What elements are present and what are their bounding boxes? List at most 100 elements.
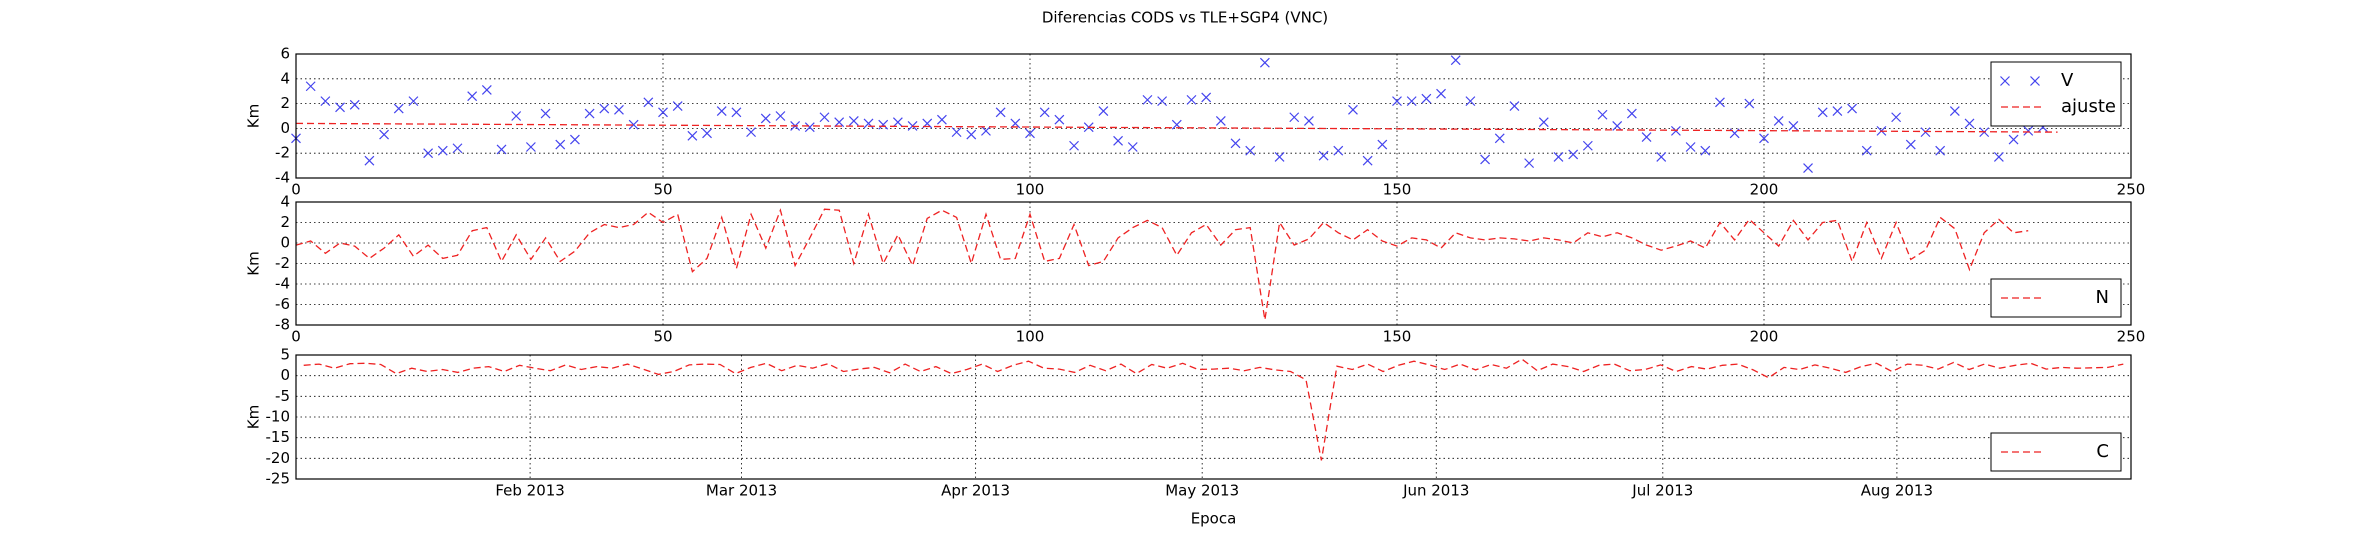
- data-point: [1098, 106, 1109, 116]
- data-point: [1201, 92, 1212, 103]
- y-tick-label: 6: [280, 45, 290, 63]
- x-tick-label: May 2013: [1165, 482, 1239, 500]
- data-point: [746, 127, 757, 138]
- x-tick-label: 0: [291, 328, 301, 346]
- y-tick-label: -15: [266, 428, 291, 446]
- y-tick-label: 5: [280, 346, 290, 364]
- data-point: [1245, 145, 1256, 156]
- y-tick-label: 2: [280, 94, 290, 112]
- data-point: [1568, 149, 1579, 160]
- data-point: [892, 117, 903, 128]
- y-axis-label: Km: [245, 251, 263, 275]
- data-point: [1025, 128, 1035, 139]
- data-point: [951, 127, 962, 138]
- axes-frame: [295, 201, 2132, 326]
- y-tick-label: -8: [275, 316, 290, 334]
- data-point: [423, 148, 434, 159]
- y-tick-label: -25: [266, 470, 291, 488]
- x-tick-label: 200: [1750, 181, 1779, 199]
- data-point: [1656, 151, 1667, 162]
- data-point: [1744, 98, 1755, 109]
- data-point: [1406, 96, 1417, 107]
- data-point: [1935, 145, 1946, 156]
- data-point: [1612, 120, 1623, 131]
- data-point: [1480, 154, 1491, 165]
- data-point: [1039, 107, 1050, 118]
- data-line: [295, 208, 2029, 321]
- data-point: [1274, 151, 1285, 162]
- data-point: [1803, 163, 1813, 174]
- y-tick-label: 4: [280, 193, 290, 211]
- data-point: [819, 112, 830, 123]
- axes-frame: [295, 354, 2132, 480]
- data-point: [481, 85, 492, 95]
- chart-title: Diferencias CODS vs TLE+SGP4 (VNC): [1042, 9, 1328, 27]
- x-tick-label: Mar 2013: [706, 482, 777, 500]
- data-point: [1905, 139, 1916, 150]
- data-point: [599, 103, 610, 114]
- data-point: [878, 119, 889, 130]
- data-point: [1773, 116, 1784, 126]
- data-point: [408, 96, 419, 107]
- data-point: [658, 107, 668, 118]
- data-point: [584, 108, 595, 119]
- data-point: [1333, 145, 1344, 156]
- data-point: [614, 104, 624, 115]
- data-point: [2023, 125, 2034, 136]
- data-point: [1670, 125, 1681, 136]
- y-tick-label: -4: [275, 169, 290, 187]
- x-tick-label: 250: [2117, 181, 2146, 199]
- data-point: [995, 107, 1006, 118]
- y-tick-label: 2: [280, 213, 290, 231]
- data-point: [1641, 132, 1652, 143]
- legend-marker: [2000, 76, 2010, 86]
- x-axis-label: Epoca: [1191, 510, 1237, 528]
- data-point: [555, 139, 566, 150]
- data-point: [731, 107, 742, 118]
- data-point: [364, 155, 375, 166]
- data-point: [1157, 96, 1168, 107]
- data-point: [1524, 158, 1535, 169]
- data-point: [628, 119, 639, 130]
- data-point: [760, 113, 771, 124]
- data-point: [1215, 116, 1226, 126]
- y-tick-label: 0: [280, 234, 290, 252]
- data-point: [1303, 116, 1314, 126]
- data-point: [437, 145, 448, 156]
- y-tick-label: 0: [280, 366, 290, 384]
- data-point: [467, 91, 478, 102]
- data-point: [834, 117, 845, 128]
- data-point: [1348, 104, 1358, 115]
- data-point: [1142, 94, 1153, 105]
- x-tick-label: 100: [1016, 328, 1045, 346]
- legend-label: ajuste: [2061, 96, 2116, 117]
- x-tick-label: 200: [1750, 328, 1779, 346]
- data-point: [335, 102, 345, 113]
- data-point: [775, 111, 786, 121]
- data-point: [569, 134, 580, 145]
- data-point: [1949, 106, 1960, 116]
- data-point: [1259, 57, 1270, 68]
- data-point: [1436, 88, 1446, 99]
- x-tick-label: 50: [653, 181, 672, 199]
- data-point: [1993, 151, 2004, 162]
- data-point: [1626, 108, 1637, 119]
- data-point: [1289, 112, 1300, 123]
- x-tick-label: 0: [291, 181, 301, 199]
- data-point: [672, 101, 683, 112]
- data-point: [1685, 142, 1696, 152]
- data-point: [981, 125, 991, 136]
- data-point: [1817, 107, 1828, 118]
- y-tick-label: -5: [275, 387, 290, 405]
- legend-marker: [2030, 76, 2040, 86]
- data-point: [716, 106, 727, 116]
- data-point: [1847, 103, 1858, 114]
- data-point: [804, 122, 815, 133]
- data-point: [1186, 94, 1197, 105]
- y-tick-label: -6: [275, 295, 290, 313]
- data-point: [1377, 139, 1388, 150]
- data-point: [1861, 145, 1872, 156]
- data-point: [349, 99, 360, 110]
- y-tick-label: -20: [266, 449, 291, 467]
